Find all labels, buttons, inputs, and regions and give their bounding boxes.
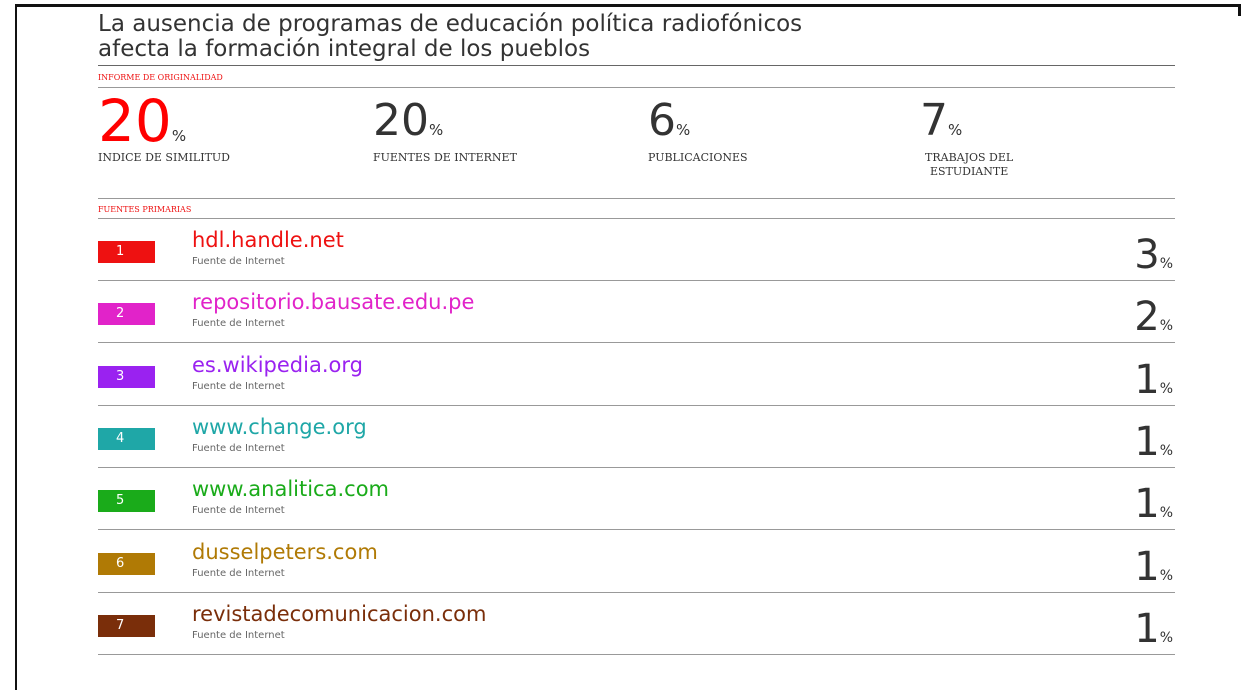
stat-unit: % (948, 121, 963, 139)
divider (98, 404, 1175, 406)
source-name: www.analitica.com (192, 477, 389, 502)
divider (98, 198, 1175, 199)
percent-unit: % (1159, 505, 1173, 522)
frame-top (15, 4, 1241, 7)
source-percent: 1% (1134, 419, 1173, 465)
divider (98, 87, 1175, 88)
rank-box: 5 (98, 490, 155, 513)
divider (98, 218, 1175, 219)
percent-unit: % (1159, 629, 1173, 646)
stat-value: 20 (373, 95, 429, 146)
source-type: Fuente de Internet (192, 380, 285, 392)
source-percent: 1% (1134, 606, 1173, 652)
rank-box: 2 (98, 303, 155, 326)
divider (98, 466, 1175, 468)
divider (98, 65, 1175, 66)
rank-box: 1 (98, 241, 155, 263)
source-percent: 2% (1134, 294, 1173, 340)
percent-value: 1 (1134, 543, 1160, 590)
rank-box: 6 (98, 552, 155, 575)
source-name: www.change.org (192, 414, 367, 439)
title-line: afecta la formación integral de los pueb… (98, 36, 591, 62)
frame-left (15, 4, 17, 690)
stat-label: PUBLICACIONES (648, 151, 748, 165)
divider (98, 280, 1175, 281)
stat-label: TRABAJOS DEL ESTUDIANTE (925, 151, 1013, 179)
divider (98, 653, 1175, 655)
percent-value: 1 (1134, 605, 1160, 652)
percent-value: 1 (1134, 481, 1160, 528)
source-percent: 1% (1134, 357, 1173, 403)
source-percent: 1% (1134, 544, 1173, 590)
stat-label: FUENTES DE INTERNET (373, 151, 517, 165)
rank-box: 4 (98, 427, 155, 450)
percent-value: 3 (1134, 232, 1160, 278)
divider (98, 591, 1175, 593)
section-label: FUENTES PRIMARIAS (98, 205, 192, 214)
title: La ausencia de programas de educación po… (98, 12, 802, 62)
stat-value: 20 (98, 87, 172, 155)
stat-unit: % (429, 121, 444, 139)
percent-value: 1 (1134, 356, 1160, 403)
stat: 6% (648, 96, 690, 155)
stat-label-line: FUENTES DE INTERNET (373, 151, 517, 164)
percent-value: 2 (1134, 294, 1160, 341)
source-name: dusselpeters.com (192, 539, 378, 564)
stat: 7% (920, 96, 962, 155)
stat-label-line: TRABAJOS DEL (925, 151, 1014, 164)
source-type: Fuente de Internet (192, 567, 285, 579)
percent-unit: % (1159, 442, 1173, 459)
stat-unit: % (171, 127, 187, 145)
divider (98, 529, 1175, 531)
frame-right (1238, 4, 1241, 16)
percent-unit: % (1159, 256, 1173, 272)
stat: 20% (98, 92, 187, 161)
source-name: es.wikipedia.org (192, 352, 363, 377)
percent-value: 1 (1134, 418, 1160, 465)
source-type: Fuente de Internet (192, 318, 285, 330)
percent-unit: % (1159, 567, 1173, 584)
title-line: La ausencia de programas de educación po… (98, 11, 803, 37)
source-percent: 1% (1134, 481, 1173, 527)
source-name: repositorio.bausate.edu.pe (192, 290, 475, 315)
rank-box: 7 (98, 614, 155, 637)
stat-label-line: ESTUDIANTE (929, 165, 1009, 178)
source-type: Fuente de Internet (192, 505, 285, 517)
stat-label-line: PUBLICACIONES (648, 151, 748, 164)
source-type: Fuente de Internet (192, 442, 285, 454)
stat-label-line: INDICE DE SIMILITUD (98, 151, 230, 164)
stat-value: 7 (920, 95, 948, 146)
source-type: Fuente de Internet (192, 256, 285, 267)
stat: 20% (373, 96, 443, 155)
source-name: hdl.handle.net (192, 228, 344, 252)
divider (98, 342, 1175, 344)
source-name: revistadecomunicacion.com (192, 601, 487, 626)
source-percent: 3% (1134, 232, 1173, 278)
stat-unit: % (676, 121, 691, 139)
percent-unit: % (1159, 380, 1173, 397)
rank-box: 3 (98, 365, 155, 388)
stat-value: 6 (648, 95, 676, 146)
percent-unit: % (1159, 318, 1173, 335)
stat-label: INDICE DE SIMILITUD (98, 151, 230, 165)
source-type: Fuente de Internet (192, 629, 285, 641)
section-label: INFORME DE ORIGINALIDAD (98, 73, 223, 82)
